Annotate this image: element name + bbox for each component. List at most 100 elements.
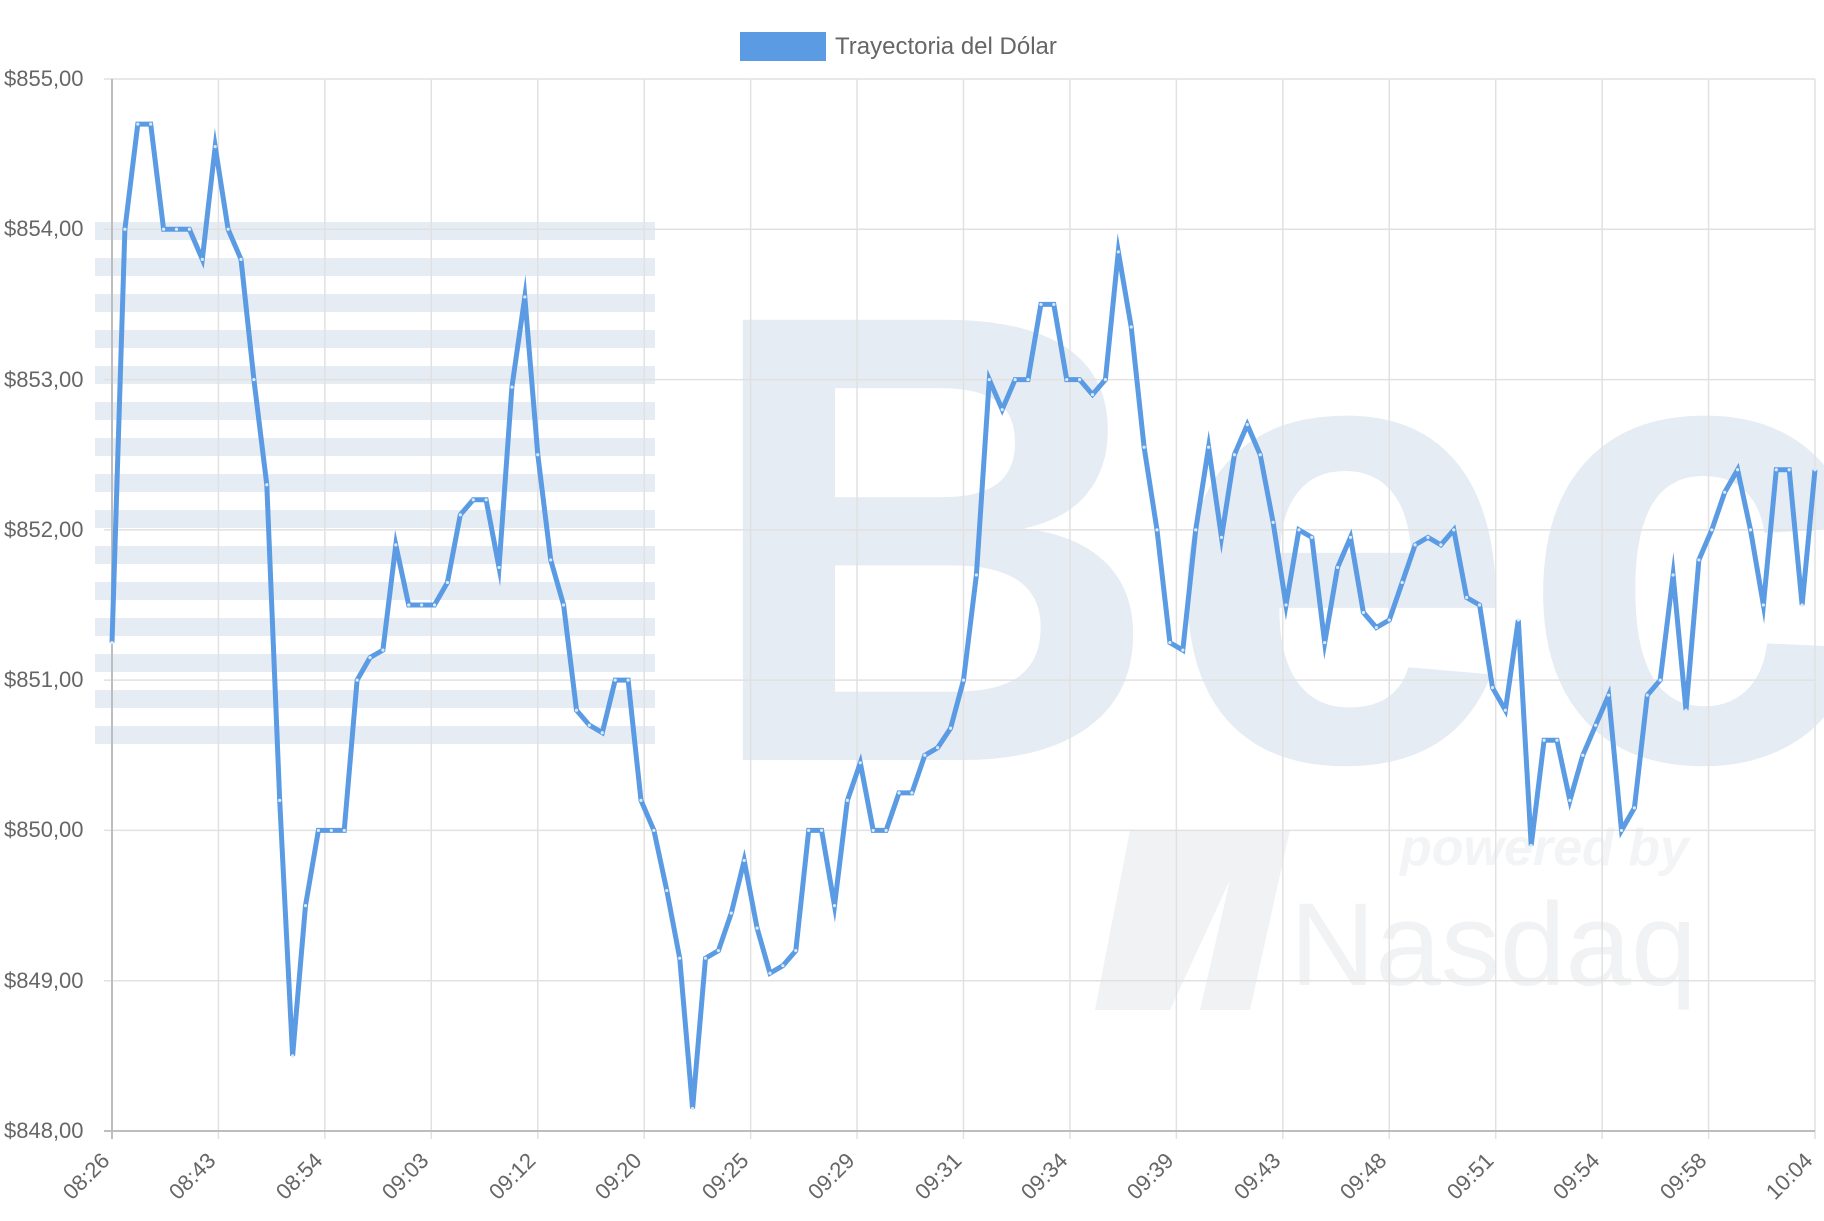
data-point[interactable] <box>1787 468 1791 472</box>
data-point[interactable] <box>213 145 217 149</box>
data-point[interactable] <box>187 227 192 231</box>
data-point[interactable] <box>1632 806 1636 810</box>
data-point[interactable] <box>497 565 501 570</box>
data-point[interactable] <box>626 678 630 682</box>
data-point[interactable] <box>665 888 669 893</box>
data-point[interactable] <box>794 949 798 953</box>
data-point[interactable] <box>987 377 991 382</box>
data-point[interactable] <box>936 746 940 750</box>
data-point[interactable] <box>897 791 901 795</box>
data-point[interactable] <box>1348 535 1353 539</box>
data-point[interactable] <box>420 603 424 607</box>
data-point[interactable] <box>510 385 514 389</box>
data-point[interactable] <box>355 678 359 682</box>
data-point[interactable] <box>781 964 785 968</box>
data-point[interactable] <box>1594 723 1598 727</box>
data-point[interactable] <box>1723 490 1727 494</box>
data-point[interactable] <box>1000 408 1004 412</box>
data-point[interactable] <box>1529 843 1533 848</box>
data-point[interactable] <box>768 971 772 975</box>
data-point[interactable] <box>432 603 437 607</box>
data-point[interactable] <box>252 377 256 382</box>
data-point[interactable] <box>1439 543 1443 547</box>
data-point[interactable] <box>1078 377 1082 382</box>
data-point[interactable] <box>1207 445 1211 449</box>
data-point[interactable] <box>703 956 708 960</box>
data-point[interactable] <box>1090 393 1095 397</box>
data-point[interactable] <box>832 903 837 908</box>
data-point[interactable] <box>265 483 269 487</box>
data-point[interactable] <box>1065 377 1069 382</box>
data-point[interactable] <box>1542 738 1546 742</box>
data-point[interactable] <box>407 603 411 607</box>
data-point[interactable] <box>239 257 243 261</box>
data-point[interactable] <box>742 858 746 863</box>
data-point[interactable] <box>149 122 153 126</box>
data-point[interactable] <box>1606 693 1611 697</box>
data-point[interactable] <box>1129 325 1133 329</box>
data-point[interactable] <box>1581 753 1585 757</box>
data-point[interactable] <box>394 543 398 547</box>
data-point[interactable] <box>278 798 282 802</box>
data-point[interactable] <box>226 227 230 231</box>
data-point[interactable] <box>613 678 617 682</box>
data-point[interactable] <box>1387 618 1391 622</box>
data-point[interactable] <box>174 227 179 231</box>
data-point[interactable] <box>484 498 488 502</box>
data-point[interactable] <box>923 753 927 757</box>
data-point[interactable] <box>123 227 127 231</box>
data-point[interactable] <box>1116 250 1120 254</box>
data-point[interactable] <box>110 640 114 645</box>
data-point[interactable] <box>1658 678 1662 682</box>
data-point[interactable] <box>652 828 656 833</box>
data-point[interactable] <box>1039 302 1043 307</box>
data-point[interactable] <box>523 295 527 299</box>
data-point[interactable] <box>974 573 979 577</box>
data-point[interactable] <box>1374 625 1378 630</box>
data-point[interactable] <box>1284 603 1288 607</box>
data-point[interactable] <box>1465 595 1469 600</box>
data-point[interactable] <box>1490 686 1495 690</box>
data-point[interactable] <box>755 926 759 930</box>
data-point[interactable] <box>536 453 540 457</box>
data-point[interactable] <box>303 903 308 908</box>
data-point[interactable] <box>1323 640 1327 645</box>
data-point[interactable] <box>884 828 888 833</box>
data-point[interactable] <box>1555 738 1559 742</box>
data-point[interactable] <box>1684 708 1688 712</box>
data-point[interactable] <box>1748 528 1753 532</box>
data-point[interactable] <box>1181 648 1185 652</box>
data-point[interactable] <box>871 828 875 833</box>
legend-swatch[interactable] <box>740 32 826 61</box>
data-point[interactable] <box>1361 610 1366 615</box>
data-point[interactable] <box>1219 535 1224 539</box>
data-point[interactable] <box>1400 580 1404 585</box>
data-point[interactable] <box>729 911 733 915</box>
data-point[interactable] <box>1336 565 1340 570</box>
data-point[interactable] <box>1026 377 1030 382</box>
data-point[interactable] <box>1503 708 1507 712</box>
data-point[interactable] <box>291 1054 295 1058</box>
data-point[interactable] <box>1413 543 1417 547</box>
data-point[interactable] <box>1194 528 1198 532</box>
data-point[interactable] <box>200 257 204 261</box>
data-point[interactable] <box>807 828 811 833</box>
data-point[interactable] <box>1452 528 1456 532</box>
data-point[interactable] <box>1710 528 1714 532</box>
data-point[interactable] <box>1619 828 1624 833</box>
data-point[interactable] <box>316 828 321 833</box>
data-point[interactable] <box>1013 377 1017 382</box>
legend-label[interactable]: Trayectoria del Dólar <box>835 33 1057 60</box>
data-point[interactable] <box>1813 468 1817 472</box>
data-point[interactable] <box>1142 445 1146 449</box>
data-point[interactable] <box>1516 618 1520 622</box>
data-point[interactable] <box>819 828 824 833</box>
data-point[interactable] <box>1103 377 1108 382</box>
data-point[interactable] <box>549 558 553 562</box>
data-point[interactable] <box>1052 302 1056 307</box>
data-point[interactable] <box>1477 603 1482 607</box>
data-point[interactable] <box>1671 573 1675 577</box>
data-point[interactable] <box>1774 468 1778 472</box>
data-point[interactable] <box>639 798 643 802</box>
data-point[interactable] <box>961 678 966 682</box>
